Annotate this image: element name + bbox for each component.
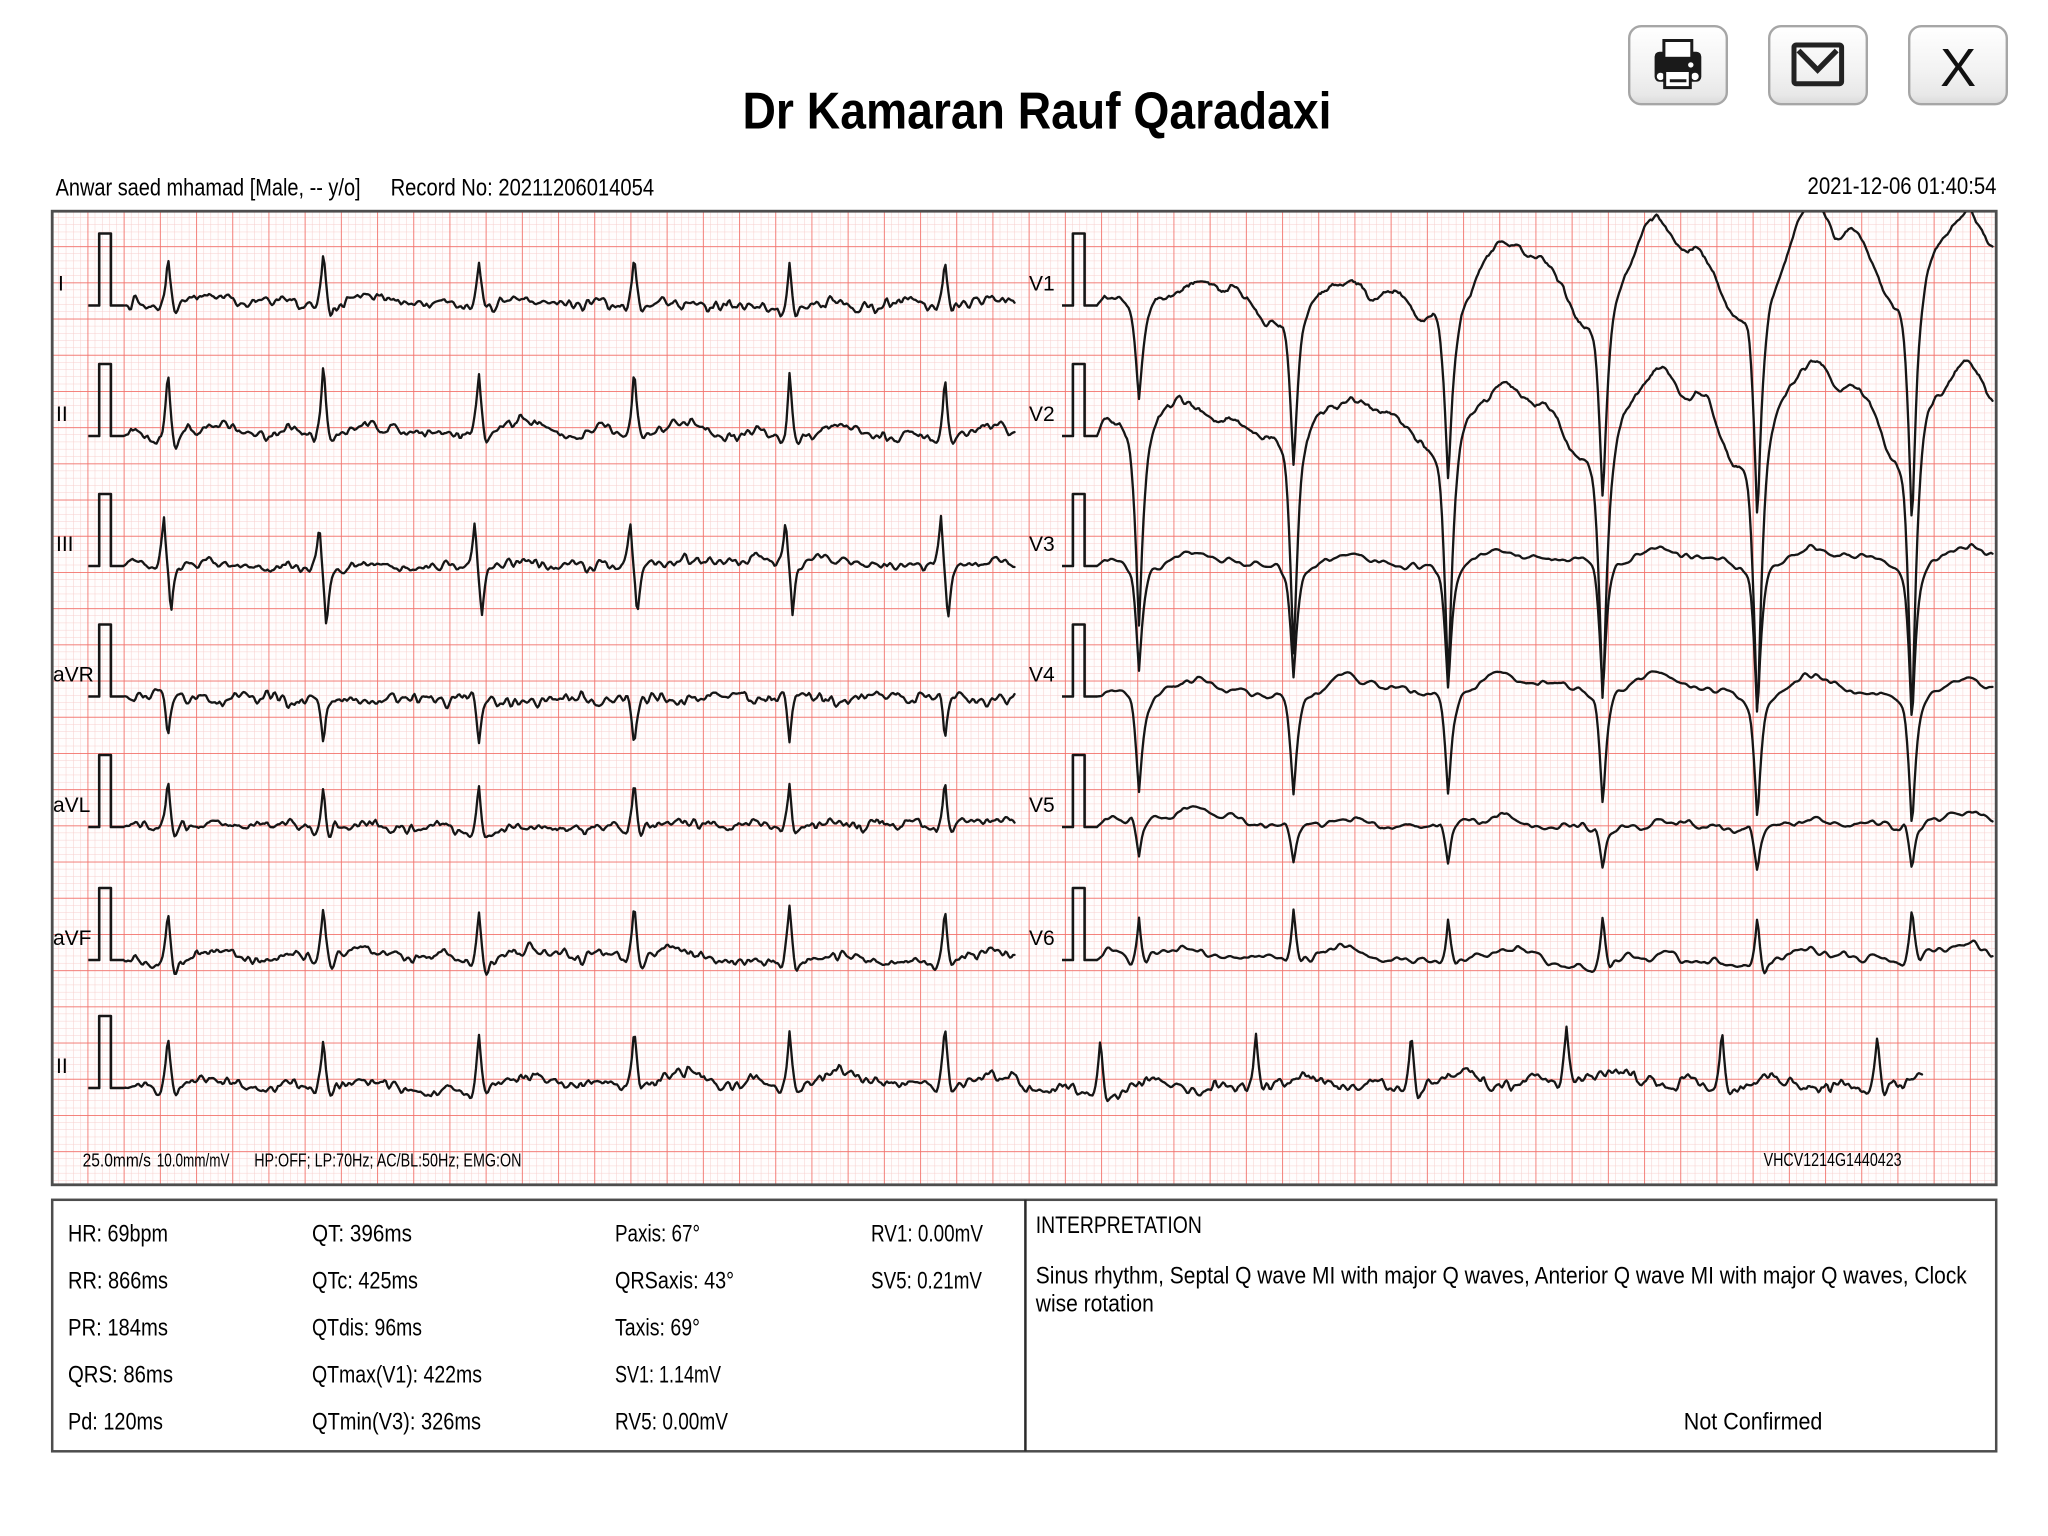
svg-text:HR: 69bpm: HR: 69bpm xyxy=(68,1221,168,1248)
svg-text:X: X xyxy=(1940,38,1976,98)
svg-text:V5: V5 xyxy=(1029,794,1055,817)
svg-text:QTc: 425ms: QTc: 425ms xyxy=(312,1268,418,1295)
svg-text:aVL: aVL xyxy=(53,794,90,817)
svg-text:QRS: 86ms: QRS: 86ms xyxy=(68,1362,173,1389)
svg-text:QTmin(V3): 326ms: QTmin(V3): 326ms xyxy=(312,1409,481,1436)
svg-text:Sinus rhythm, Septal Q wave MI: Sinus rhythm, Septal Q wave MI with majo… xyxy=(1036,1263,1968,1290)
svg-text:I: I xyxy=(58,273,64,296)
svg-text:QTmax(V1): 422ms: QTmax(V1): 422ms xyxy=(312,1362,482,1389)
svg-text:RV1: 0.00mV: RV1: 0.00mV xyxy=(871,1221,983,1248)
svg-text:Dr Kamaran Rauf Qaradaxi: Dr Kamaran Rauf Qaradaxi xyxy=(743,83,1332,141)
svg-text:RV5: 0.00mV: RV5: 0.00mV xyxy=(615,1409,728,1436)
svg-text:QT: 396ms: QT: 396ms xyxy=(312,1221,412,1248)
svg-text:V4: V4 xyxy=(1029,664,1055,687)
svg-text:V1: V1 xyxy=(1029,273,1055,296)
svg-text:SV5: 0.21mV: SV5: 0.21mV xyxy=(871,1268,982,1295)
svg-text:II: II xyxy=(56,1055,68,1078)
svg-text:wise rotation: wise rotation xyxy=(1035,1291,1154,1318)
svg-text:Paxis: 67°: Paxis: 67° xyxy=(615,1221,700,1248)
svg-text:QRSaxis: 43°: QRSaxis: 43° xyxy=(615,1268,734,1295)
svg-text:Pd: 120ms: Pd: 120ms xyxy=(68,1409,163,1436)
svg-text:V6: V6 xyxy=(1029,927,1055,950)
svg-text:aVR: aVR xyxy=(53,664,94,687)
svg-text:25.0mm/s: 25.0mm/s xyxy=(83,1151,151,1171)
svg-text:II: II xyxy=(56,403,68,426)
svg-text:2021-12-06 01:40:54: 2021-12-06 01:40:54 xyxy=(1808,173,1997,200)
svg-text:VHCV1214G1440423: VHCV1214G1440423 xyxy=(1764,1150,1902,1170)
svg-text:V3: V3 xyxy=(1029,533,1055,556)
svg-text:10.0mm/mV: 10.0mm/mV xyxy=(157,1151,230,1171)
svg-text:V2: V2 xyxy=(1029,403,1055,426)
svg-text:Taxis: 69°: Taxis: 69° xyxy=(615,1315,700,1342)
svg-text:Anwar saed mhamad [Male, -- y/: Anwar saed mhamad [Male, -- y/o] xyxy=(56,175,361,202)
svg-text:PR: 184ms: PR: 184ms xyxy=(68,1315,168,1342)
svg-text:Record No: 20211206014054: Record No: 20211206014054 xyxy=(391,175,654,202)
svg-text:Not Confirmed: Not Confirmed xyxy=(1684,1409,1823,1436)
svg-text:INTERPRETATION: INTERPRETATION xyxy=(1036,1212,1202,1239)
svg-text:SV1: 1.14mV: SV1: 1.14mV xyxy=(615,1362,721,1389)
svg-text:III: III xyxy=(56,533,74,556)
svg-text:HP:OFF; LP:70Hz; AC/BL:50Hz; E: HP:OFF; LP:70Hz; AC/BL:50Hz; EMG:ON xyxy=(254,1151,521,1171)
svg-text:aVF: aVF xyxy=(53,927,92,950)
svg-text:QTdis: 96ms: QTdis: 96ms xyxy=(312,1315,422,1342)
svg-text:RR: 866ms: RR: 866ms xyxy=(68,1268,168,1295)
